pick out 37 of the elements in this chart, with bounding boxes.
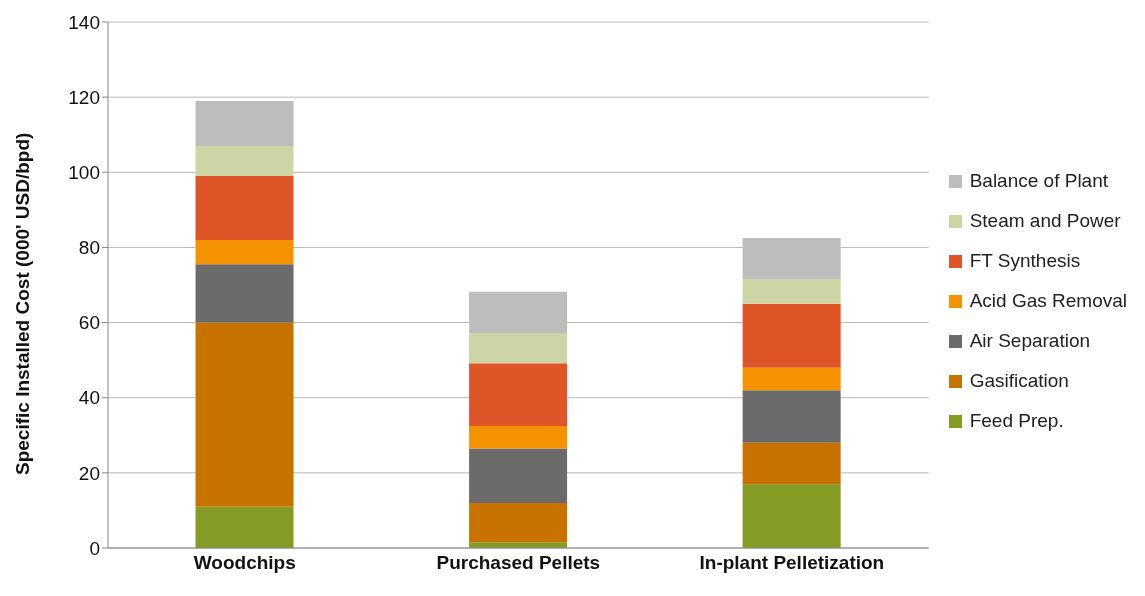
y-tick-label: 20 [78,462,100,484]
legend-label: FT Synthesis [969,250,1081,272]
y-tick-label: 100 [68,162,100,184]
y-tick-label: 140 [68,11,100,33]
bar [195,145,294,177]
bar [742,390,841,443]
y-axis-title: Specific Installed Cost (000' USD/bpd) [11,132,33,475]
y-tick-label: 60 [78,312,100,334]
bar [469,363,568,426]
bar [195,176,294,240]
bar [742,367,841,391]
legend-label: Air Separation [969,330,1091,352]
bar [742,279,841,304]
bar [469,502,568,543]
bar [195,239,294,265]
y-tick-label: 0 [89,537,100,559]
bar [195,264,294,323]
legend-label: Balance of Plant [969,170,1109,192]
y-tick-label: 80 [78,237,100,259]
bar [742,484,841,548]
bar [469,425,568,449]
bar [469,448,568,503]
bar [195,506,294,548]
y-tick-label: 120 [68,86,100,108]
bar [742,442,841,485]
legend-label: Feed Prep. [969,410,1064,432]
legend-label: Gasification [969,370,1069,392]
x-tick-label: Purchased Pellets [436,552,601,574]
legend-label: Steam and Power [969,210,1121,232]
legend-label: Acid Gas Removal [969,290,1127,312]
x-tick-label: Woodchips [193,552,296,574]
bar [742,303,841,368]
bar [195,322,294,507]
x-tick-label: In-plant Pelletization [699,552,885,574]
bar [195,100,294,146]
y-tick-label: 40 [78,387,100,409]
bar [469,333,568,364]
